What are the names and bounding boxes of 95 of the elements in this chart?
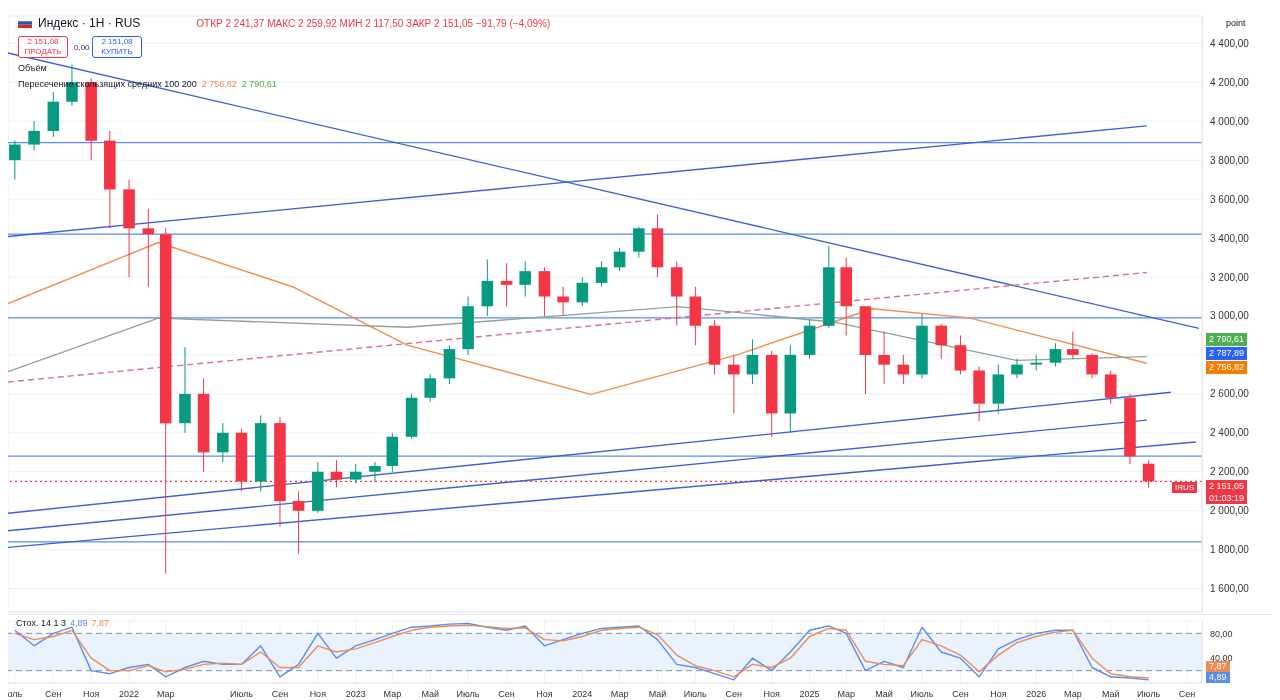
y-tick-label: 2 400,00 bbox=[1210, 427, 1250, 439]
candlestick bbox=[1086, 352, 1098, 379]
candlestick bbox=[28, 120, 40, 151]
x-tick-label: 2024 bbox=[572, 689, 593, 700]
candlestick bbox=[1104, 369, 1117, 405]
x-tick-label: Ноя bbox=[83, 689, 100, 700]
y-tick-label: 2 000,00 bbox=[1210, 505, 1250, 517]
text: 2 756,82 bbox=[1206, 361, 1248, 374]
x-tick-label: 2025 bbox=[799, 689, 820, 700]
annotation: 2 790,61 bbox=[241, 79, 277, 89]
x-tick-label: Июль bbox=[910, 689, 934, 700]
x-tick-label: Май bbox=[421, 689, 440, 700]
x-tick-label: Мар bbox=[383, 689, 402, 700]
text: point bbox=[1226, 18, 1246, 28]
x-tick-label: Май bbox=[875, 689, 893, 700]
annotation: 2 756,82 bbox=[201, 79, 237, 89]
candlestick bbox=[728, 354, 740, 414]
chart-title: Индекс · 1H · RUS bbox=[38, 16, 141, 30]
x-tick-label: 2023 bbox=[345, 689, 366, 700]
candlestick bbox=[500, 262, 513, 307]
x-tick-label: Ноя bbox=[536, 689, 553, 700]
candlestick bbox=[557, 286, 569, 317]
x-tick-label: Ноя bbox=[990, 689, 1007, 700]
x-tick-label: Мар bbox=[156, 689, 175, 700]
candlestick bbox=[519, 260, 531, 298]
y-tick-label: 3 600,00 bbox=[1210, 193, 1250, 205]
x-tick-label: Мар bbox=[610, 689, 629, 700]
line-series bbox=[8, 241, 1148, 396]
x-tick-label: Мар bbox=[837, 689, 856, 700]
candlestick bbox=[9, 140, 21, 181]
y-tick-label: 40,00 bbox=[1210, 653, 1233, 664]
candlestick bbox=[217, 422, 229, 463]
y-tick-label: 2 600,00 bbox=[1210, 388, 1250, 400]
y-tick-label: 1 600,00 bbox=[1210, 583, 1250, 595]
y-tick-label: 1 800,00 bbox=[1210, 544, 1250, 556]
x-tick-label: Сен bbox=[1178, 689, 1196, 700]
x-tick-label: Июль bbox=[456, 689, 480, 700]
x-tick-label: Мар bbox=[1064, 689, 1082, 700]
x-tick-label: 2022 bbox=[119, 689, 140, 700]
y-tick-label: 3 400,00 bbox=[1210, 232, 1250, 244]
annotation: 7,87 bbox=[91, 618, 110, 628]
x-tick-label: Июль bbox=[1137, 689, 1161, 700]
x-tick-label: 2026 bbox=[1026, 689, 1047, 700]
annotation: Объём bbox=[18, 63, 47, 73]
y-tick-label: 80,00 bbox=[1210, 628, 1233, 639]
annotation: 2 151,08 bbox=[26, 37, 60, 47]
x-tick-label: Сен bbox=[498, 689, 515, 700]
annotation: 2 151,08 bbox=[100, 37, 134, 47]
x-tick-label: Июль bbox=[229, 689, 254, 700]
annotation: ОТКР 2 241,37 МАКС 2 259,92 МИН 2 117,50 ЗАКР 2 151,05 −91,79 (−4,09%) bbox=[196, 17, 551, 29]
y-tick-label: 4 200,00 bbox=[1210, 76, 1250, 88]
x-tick-label: Июль bbox=[683, 689, 708, 700]
line-series bbox=[8, 305, 1148, 373]
candlestick bbox=[613, 247, 626, 272]
candlestick bbox=[1067, 331, 1079, 360]
text: 7,87 bbox=[1206, 661, 1230, 672]
annotation: 0,00 bbox=[74, 43, 90, 52]
x-tick-label: Май bbox=[1101, 689, 1120, 700]
candlestick bbox=[935, 323, 947, 360]
x-tick-label: Ноя bbox=[763, 689, 781, 700]
x-tick-label: оль bbox=[7, 689, 23, 700]
x-tick-label: Ноя bbox=[309, 689, 327, 700]
annotation: 4,89 bbox=[69, 618, 88, 628]
x-tick-label: Сен bbox=[45, 689, 62, 700]
candlestick bbox=[576, 276, 589, 307]
x-tick-label: Сен bbox=[271, 689, 289, 700]
y-tick-label: 4 000,00 bbox=[1210, 115, 1250, 127]
candlestick bbox=[424, 373, 436, 403]
candlestick bbox=[369, 461, 381, 483]
y-tick-label: 4 400,00 bbox=[1210, 37, 1250, 49]
x-tick-label: Сен bbox=[725, 689, 743, 700]
text: 01:03:19 bbox=[1209, 492, 1245, 504]
candlestick bbox=[142, 208, 155, 288]
candlestick bbox=[633, 225, 645, 259]
chart-title: Стох. 14 1 3 bbox=[16, 618, 66, 628]
candlestick bbox=[878, 331, 890, 385]
candlestick bbox=[292, 490, 305, 555]
x-tick-label: Май bbox=[648, 689, 667, 700]
candlestick bbox=[746, 338, 759, 385]
text: 2 151,05 bbox=[1209, 480, 1245, 492]
annotation: ПРОДАТЬ bbox=[23, 47, 63, 57]
candlestick bbox=[1011, 358, 1023, 379]
x-tick-label: Сен bbox=[952, 689, 969, 700]
annotation: КУПИТЬ bbox=[100, 47, 134, 57]
y-tick-label: 2 200,00 bbox=[1210, 466, 1250, 478]
annotation: IRUS bbox=[1172, 482, 1198, 493]
text: 2 787,89 bbox=[1206, 347, 1248, 360]
y-tick-label: 3 800,00 bbox=[1210, 154, 1250, 166]
candlestick bbox=[595, 260, 608, 288]
text: 2 790,61 bbox=[1206, 333, 1248, 346]
candlestick bbox=[349, 463, 362, 484]
candlestick bbox=[1049, 342, 1062, 368]
y-tick-label: 3 200,00 bbox=[1210, 271, 1250, 283]
y-tick-label: 3 000,00 bbox=[1210, 310, 1250, 322]
text: 4,89 bbox=[1206, 672, 1230, 683]
